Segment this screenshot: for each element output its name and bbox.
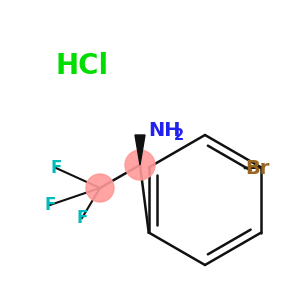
- Circle shape: [86, 174, 114, 202]
- Text: F: F: [50, 159, 62, 177]
- Text: F: F: [44, 196, 56, 214]
- Text: HCl: HCl: [55, 52, 108, 80]
- Text: F: F: [76, 209, 88, 227]
- Polygon shape: [135, 135, 145, 165]
- Text: Br: Br: [245, 158, 269, 178]
- Text: NH: NH: [148, 121, 181, 140]
- Circle shape: [125, 150, 155, 180]
- Text: 2: 2: [174, 128, 184, 142]
